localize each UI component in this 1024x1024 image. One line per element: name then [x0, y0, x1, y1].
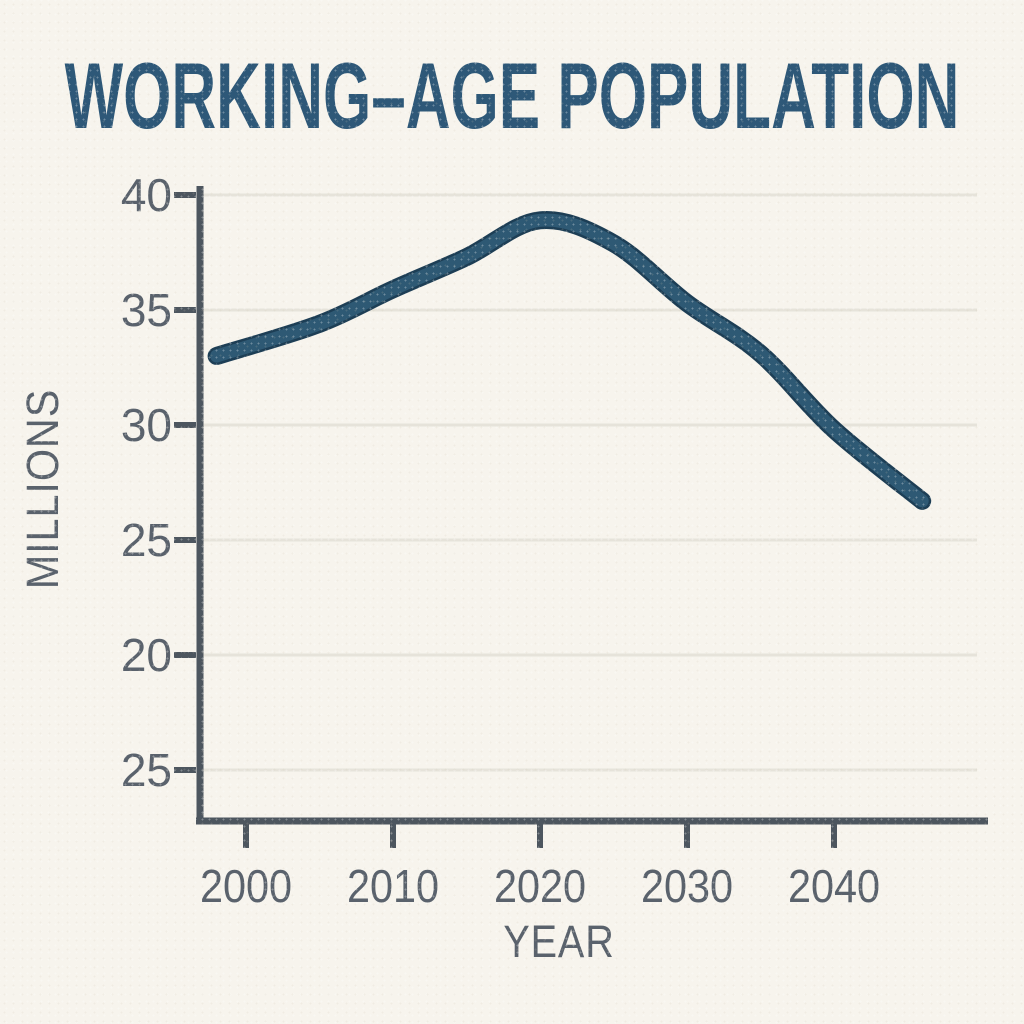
y-tick-label: 25 [121, 514, 172, 566]
population-line [210, 213, 929, 508]
x-tick-label: 2030 [641, 861, 733, 913]
x-tick-label: 2040 [788, 861, 880, 913]
population-line-outline [207, 211, 932, 510]
x-tick-label: 2020 [494, 861, 586, 913]
curve-layer [207, 211, 932, 510]
y-tick-label: 30 [121, 399, 172, 451]
gridlines-layer [203, 193, 977, 772]
y-tick-label: 25 [121, 744, 172, 796]
chart-title: WORKING–AGE POPULATION [65, 43, 960, 148]
y-tick-label: 35 [121, 284, 172, 336]
tick-labels-layer: 40 35 30 25 20 25 2000 2010 2020 2030 2040 [121, 169, 880, 913]
axes-layer [174, 186, 988, 848]
x-tick-label: 2010 [347, 861, 439, 913]
y-axis-title: MILLIONS [18, 389, 68, 590]
y-tick-label: 40 [121, 169, 172, 221]
y-tick-label: 20 [121, 629, 172, 681]
x-axis-title: YEAR [503, 917, 614, 967]
x-tick-label: 2000 [200, 861, 292, 913]
